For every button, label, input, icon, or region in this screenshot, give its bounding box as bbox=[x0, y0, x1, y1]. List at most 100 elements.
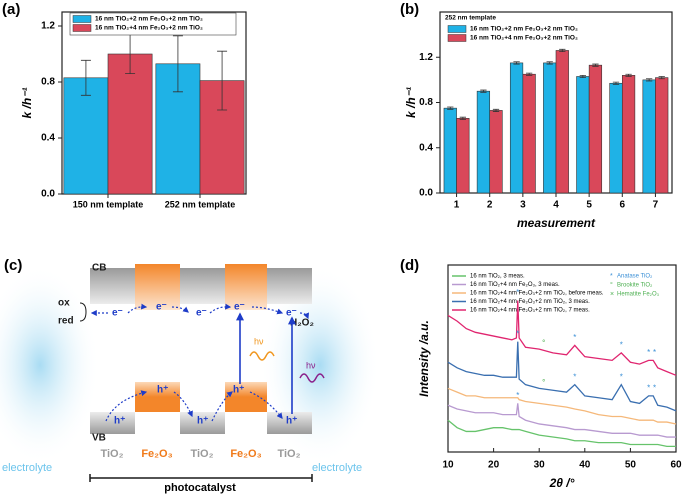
photocatalyst-bracket bbox=[89, 474, 313, 482]
legend-swatch bbox=[72, 15, 92, 23]
panel-label: (a) bbox=[2, 1, 20, 18]
x-tick-label: 150 nm template bbox=[73, 199, 144, 209]
peak-marker: * bbox=[573, 333, 576, 342]
xrd-line bbox=[447, 341, 677, 412]
x-tick-label: 40 bbox=[579, 460, 591, 471]
bar bbox=[555, 50, 569, 194]
xrd-line bbox=[447, 300, 677, 376]
legend-label: 16 nm TiO₂+4 nm Fe₂O₃+2 nm TiO₂, before … bbox=[470, 291, 604, 297]
layer-label: Fe₂O₃ bbox=[230, 448, 261, 460]
legend-label: 16 nm TiO₂+4 nm Fe₂O₃+2 nm TiO₂, 3 meas. bbox=[470, 299, 590, 305]
electron: e⁻ bbox=[286, 308, 297, 319]
x-tick-label: 30 bbox=[534, 460, 546, 471]
error-bar bbox=[513, 61, 520, 65]
x-tick-label: 50 bbox=[625, 460, 637, 471]
bar bbox=[576, 76, 590, 194]
photon-wave bbox=[299, 373, 325, 383]
cb-tio2 bbox=[90, 268, 135, 304]
cb-label: CB bbox=[92, 263, 106, 274]
error-bar bbox=[546, 61, 553, 65]
marker-key-symbol: * bbox=[610, 273, 613, 280]
y-tick-label: 0.4 bbox=[41, 133, 55, 144]
product-label: H₂O₂ bbox=[290, 318, 314, 329]
electrolyte-glow bbox=[0, 265, 100, 465]
bar bbox=[588, 64, 603, 194]
y-tick-label: 0.4 bbox=[419, 142, 433, 153]
legend-label: 16 nm TiO₂+2 nm Fe₂O₃+2 nm TiO₂ bbox=[470, 26, 578, 33]
y-axis-label: k /h⁻¹ bbox=[404, 87, 418, 118]
diagram: (c) CB VB ox red H₂O₂ bbox=[0, 257, 380, 494]
cb-fe2o3 bbox=[225, 264, 267, 310]
y-axis-label: Intensity /a.u. bbox=[417, 320, 431, 397]
marker-key-symbol: ° bbox=[610, 281, 613, 289]
y-tick-label: 1.2 bbox=[419, 52, 433, 63]
cb-tio2 bbox=[267, 268, 312, 304]
electron: e⁻ bbox=[234, 302, 245, 313]
vb-tio2 bbox=[90, 412, 135, 434]
bar bbox=[107, 53, 153, 195]
layer-label: Fe₂O₃ bbox=[141, 448, 172, 460]
legend-label: 16 nm TiO₂+4 nm Fe₂O₃+2 nm TiO₂, 7 meas. bbox=[470, 308, 590, 314]
hole: h⁺ bbox=[157, 385, 168, 396]
error-bar bbox=[625, 73, 632, 77]
peak-marker: * bbox=[653, 384, 656, 393]
x-tick-label: 7 bbox=[653, 200, 659, 211]
peak-marker: * bbox=[620, 341, 623, 350]
electron-paths bbox=[90, 303, 309, 422]
error-bar bbox=[579, 74, 586, 79]
bar bbox=[476, 90, 491, 194]
bar bbox=[63, 77, 109, 195]
layer-label: TiO₂ bbox=[190, 448, 213, 460]
marker-key-label: Hematite Fe₂O₃ bbox=[617, 292, 660, 298]
error-bar bbox=[447, 106, 454, 110]
bar bbox=[642, 79, 656, 194]
error-bar bbox=[612, 81, 620, 85]
peak-marker: * bbox=[516, 391, 519, 400]
panel-label: (d) bbox=[400, 257, 419, 274]
layer-label: TiO₂ bbox=[100, 448, 123, 460]
error-bar bbox=[459, 116, 467, 120]
electrolyte-label: electrolyte bbox=[312, 462, 362, 474]
bar bbox=[489, 110, 503, 194]
error-bar bbox=[80, 59, 91, 96]
peak-marker: * bbox=[620, 372, 623, 381]
error-bar bbox=[592, 63, 599, 67]
bar bbox=[443, 107, 457, 194]
error-bar bbox=[526, 72, 533, 76]
error-bar bbox=[559, 48, 566, 52]
legend-swatch bbox=[447, 34, 467, 42]
x-axis-label: measurement bbox=[517, 216, 596, 230]
bar bbox=[522, 73, 536, 194]
error-bar bbox=[480, 89, 487, 93]
legend-label: 16 nm TiO₂, 3 meas. bbox=[470, 274, 525, 280]
x-tick-label: 3 bbox=[520, 200, 526, 211]
vb-fe2o3 bbox=[135, 382, 180, 412]
y-tick-label: 0.0 bbox=[41, 189, 55, 200]
legend-label: 16 nm TiO₂+4 nm Fe₂O₃, 3 meas. bbox=[470, 282, 560, 288]
plot-frame bbox=[61, 11, 247, 195]
x-tick-label: 20 bbox=[488, 460, 500, 471]
peak-marker: * bbox=[647, 384, 650, 393]
peak-marker: * bbox=[653, 348, 656, 357]
legend-swatch bbox=[72, 24, 92, 32]
hole: h⁺ bbox=[286, 416, 297, 427]
xrd-line bbox=[447, 387, 677, 425]
marker-key-label: Brookite TiO₂ bbox=[617, 283, 653, 289]
x-tick-label: 5 bbox=[586, 200, 592, 211]
xrd-line bbox=[447, 403, 676, 438]
panel-label: (b) bbox=[400, 1, 419, 18]
peak-marker: ° bbox=[542, 339, 545, 348]
photon-label: hν bbox=[254, 336, 264, 346]
error-bar bbox=[645, 78, 653, 82]
cb-fe2o3 bbox=[135, 264, 180, 310]
red-label: red bbox=[58, 316, 74, 327]
error-bar bbox=[217, 50, 228, 111]
marker-key-symbol: × bbox=[610, 291, 614, 298]
photon-label: hν bbox=[306, 360, 316, 370]
electrolyte-label: electrolyte bbox=[2, 462, 52, 474]
y-tick-label: 0.8 bbox=[419, 97, 433, 108]
error-bar bbox=[172, 35, 183, 93]
bar bbox=[509, 62, 524, 194]
hole: h⁺ bbox=[114, 416, 125, 427]
